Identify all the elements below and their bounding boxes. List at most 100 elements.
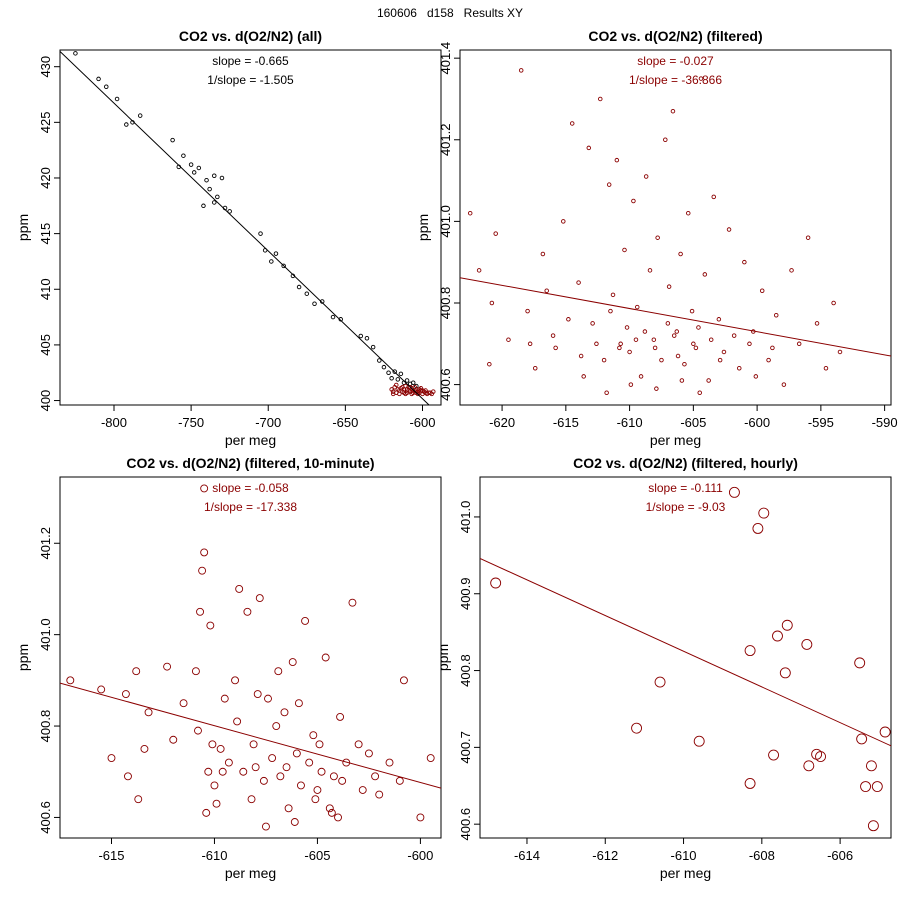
x-tick-label: -608 [749,848,775,863]
data-point [259,776,268,785]
data-point [569,121,575,126]
data-point [264,694,272,703]
data-point [618,341,623,347]
data-point [407,384,413,390]
y-tick-label: 410 [38,278,53,300]
data-point [330,314,336,320]
data-point [253,690,262,699]
data-point [831,300,836,306]
y-axis-label: ppm [15,644,31,671]
x-tick-label: -605 [680,415,706,430]
chart-panel-hourly: CO2 vs. d(O2/N2) (filtered, hourly) -614… [435,455,892,881]
x-tick-label: -614 [514,848,540,863]
chart-title: CO2 vs. d(O2/N2) (filtered) [588,28,762,44]
data-point [206,621,215,630]
slope-annotation: slope = -0.058 [212,481,289,495]
y-axis-label: ppm [15,214,31,241]
data-point [191,170,197,175]
data-point [698,76,704,81]
data-point [789,268,794,273]
data-point [255,594,264,603]
data-point [317,767,326,776]
data-point [576,280,581,285]
data-point [631,198,636,204]
data-points [467,68,843,396]
data-point [397,391,402,397]
data-point [617,345,622,351]
slope-annotation: slope = -0.665 [212,54,289,68]
x-tick-label: -615 [98,848,124,863]
data-point [392,369,397,374]
data-point [747,341,752,347]
data-point [594,341,599,347]
x-axis-label: per meg [660,865,711,881]
data-point [144,708,153,717]
data-point [871,781,883,792]
data-point [689,308,695,314]
data-point [243,607,252,616]
data-point [489,300,495,306]
data-point [290,818,299,826]
inverse-slope-annotation: 1/slope = -1.505 [207,73,294,87]
chart-title: CO2 vs. d(O2/N2) (filtered, 10-minute) [126,455,374,471]
data-point [348,598,357,607]
data-point [781,619,793,631]
data-point [708,337,714,342]
data-point [212,173,217,179]
data-point [467,210,473,216]
data-point [208,740,217,749]
data-point [856,733,868,745]
y-tick-label: 415 [38,223,53,245]
data-points [66,484,435,831]
data-point [210,781,219,790]
data-point [389,376,394,381]
data-points [490,486,891,832]
chart-panel-filtered: CO2 vs. d(O2/N2) (filtered) -620 -615 -610… [415,28,898,448]
data-point [671,333,677,338]
data-point [544,288,549,293]
x-tick-label: -600 [409,415,435,430]
data-point [390,391,396,397]
data-point [823,366,829,371]
data-point [66,676,75,685]
data-point [381,364,387,370]
data-point [212,200,217,205]
plot-frame [459,49,892,406]
data-point [721,349,727,355]
fit-line [60,50,430,405]
data-point [204,767,213,776]
data-point [249,740,258,749]
data-point [207,186,212,192]
data-point [581,374,586,379]
data-point [659,357,664,363]
data-point [702,272,708,277]
page-title: 160606 d158 Results XY [376,6,524,20]
data-point [410,388,416,393]
chart-panel-10-minute: CO2 vs. d(O2/N2) (filtered, 10-minute) -… [15,455,442,881]
data-point [394,382,399,388]
data-point [638,374,644,379]
data-point [610,292,616,298]
data-point [194,726,202,735]
data-point [716,317,722,322]
y-tick-label: 405 [38,334,53,356]
data-point [779,667,791,679]
data-point [744,778,756,789]
inverse-slope-annotation: 1/slope = -36.866 [629,73,722,87]
data-point [731,333,737,338]
y-tick-label: 400.8 [38,710,53,743]
y-axis: 400.6 400.8 401.0 401.2 [38,527,60,834]
data-point [711,194,717,200]
data-point [527,341,533,347]
data-point [566,317,571,322]
data-point [140,744,149,753]
data-point [506,337,511,342]
data-point [274,667,283,676]
data-point [606,182,612,187]
chart-title: CO2 vs. d(O2/N2) (all) [179,28,322,44]
y-tick-label: 400.7 [458,731,473,764]
data-point [268,754,277,762]
data-point [686,210,691,216]
data-point [338,776,347,785]
data-point [215,194,220,200]
